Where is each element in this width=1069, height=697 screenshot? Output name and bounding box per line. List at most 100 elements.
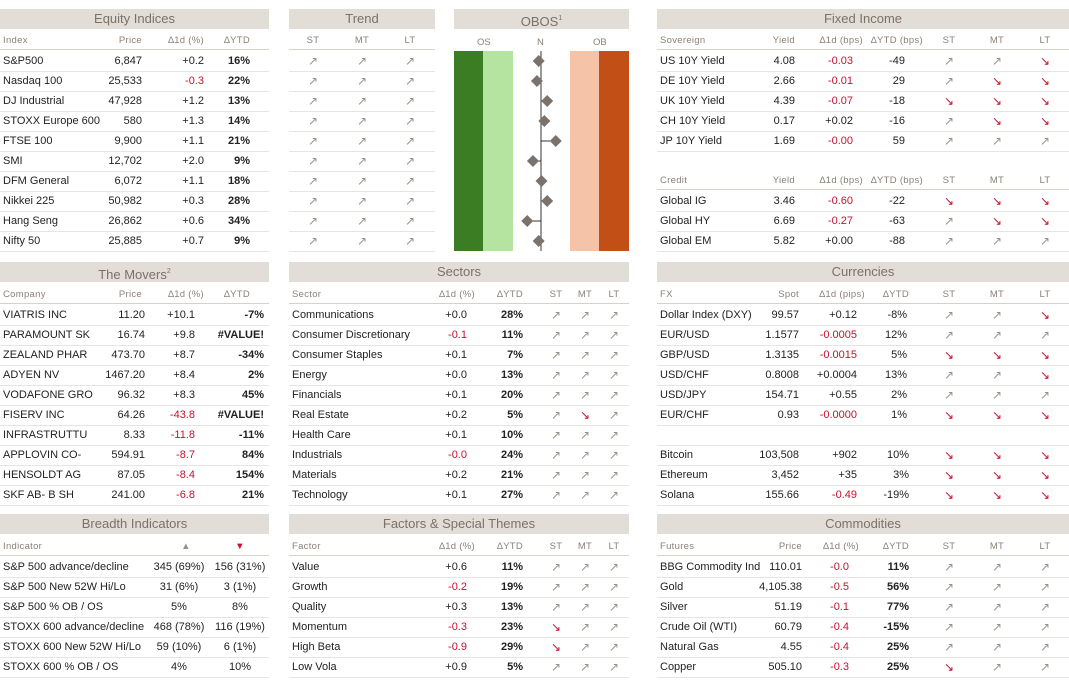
factor-row[interactable]: Momentum -0.3 23% ↘ ↗ ↗	[289, 617, 629, 638]
obos-label-n: N	[537, 37, 544, 48]
sectors-row[interactable]: Energy +0.0 13% ↗ ↗ ↗	[289, 365, 629, 386]
equity-row[interactable]: Nikkei 225 50,982 +0.3 28%	[0, 191, 269, 212]
movers-ytd: -11%	[238, 429, 264, 441]
commodities-header: Commodities	[657, 514, 1069, 534]
movers-row[interactable]: APPLOVIN CO- 594.91 -8.7 84%	[0, 445, 269, 466]
movers-row[interactable]: HENSOLDT AG 87.05 -8.4 154%	[0, 465, 269, 486]
factors-col-4: MT	[577, 541, 593, 552]
commodity-row[interactable]: BBG Commodity Ind 110.01 -0.0 11% ↗ ↗ ↗	[657, 557, 1069, 578]
currency-row[interactable]: GBP/USD 1.3135 -0.0015 5% ↘ ↘ ↘	[657, 345, 1069, 366]
trend-col-0: ST	[306, 35, 320, 46]
equity-row[interactable]: FTSE 100 9,900 +1.1 21%	[0, 131, 269, 152]
trend-st-icon: ↗	[307, 154, 319, 168]
factor-row[interactable]: Low Vola +0.9 5% ↗ ↗ ↗	[289, 657, 629, 678]
sovereign-row[interactable]: CH 10Y Yield 0.17 +0.02 -16 ↗ ↘ ↘	[657, 111, 1069, 132]
equity-row[interactable]: Hang Seng 26,862 +0.6 34%	[0, 211, 269, 232]
equity-price: 12,702	[108, 155, 142, 167]
credit-row[interactable]: Global EM 5.82 +0.00 -88 ↗ ↗ ↗	[657, 231, 1069, 252]
factor-row[interactable]: Value +0.6 11% ↗ ↗ ↗	[289, 557, 629, 578]
factor-row[interactable]: High Beta -0.9 29% ↘ ↗ ↗	[289, 637, 629, 658]
sector-change: +0.2	[445, 469, 467, 481]
sector-ytd: 24%	[500, 449, 523, 461]
sovereign-row[interactable]: JP 10Y Yield 1.69 -0.00 59 ↗ ↗ ↗	[657, 131, 1069, 152]
sectors-row[interactable]: Technology +0.1 27% ↗ ↗ ↗	[289, 485, 629, 506]
commodity-row[interactable]: Gold 4,105.38 -0.5 56% ↗ ↗ ↗	[657, 577, 1069, 598]
currency-row[interactable]: EUR/CHF 0.93 -0.0000 1% ↘ ↘ ↘	[657, 405, 1069, 426]
equity-row[interactable]: SMI 12,702 +2.0 9%	[0, 151, 269, 172]
factor-mt-icon: ↗	[579, 600, 591, 614]
equity-row[interactable]: DJ Industrial 47,928 +1.2 13%	[0, 91, 269, 112]
sovereign-row[interactable]: US 10Y Yield 4.08 -0.03 -49 ↗ ↗ ↘	[657, 51, 1069, 72]
trend-st-icon: ↗	[307, 114, 319, 128]
breadth-row[interactable]: S&P 500 % OB / OS 5% 8%	[0, 597, 269, 618]
currency-row[interactable]: Dollar Index (DXY) 99.57 +0.12 -8% ↗ ↗ ↘	[657, 305, 1069, 326]
credit-row[interactable]: Global HY 6.69 -0.27 -63 ↗ ↘ ↘	[657, 211, 1069, 232]
sector-ytd: 13%	[500, 369, 523, 381]
sovereign-change: +0.02	[825, 115, 853, 127]
equity-row[interactable]: S&P500 6,847 +0.2 16%	[0, 51, 269, 72]
movers-row[interactable]: FISERV INC 64.26 -43.8 #VALUE!	[0, 405, 269, 426]
breadth-row[interactable]: S&P 500 New 52W Hi/Lo 31 (6%) 3 (1%)	[0, 577, 269, 598]
crypto-row[interactable]: Bitcoin 103,508 +902 10% ↘ ↘ ↘	[657, 445, 1069, 466]
sectors-row[interactable]: Financials +0.1 20% ↗ ↗ ↗	[289, 385, 629, 406]
movers-row[interactable]: ZEALAND PHAR 473.70 +8.7 -34%	[0, 345, 269, 366]
sovereign-row[interactable]: DE 10Y Yield 2.66 -0.01 29 ↗ ↘ ↘	[657, 71, 1069, 92]
currencies-col-5: MT	[989, 289, 1005, 300]
factor-row[interactable]: Growth -0.2 19% ↗ ↗ ↗	[289, 577, 629, 598]
commodity-row[interactable]: Crude Oil (WTI) 60.79 -0.4 -15% ↗ ↗ ↗	[657, 617, 1069, 638]
currency-name: EUR/CHF	[660, 409, 709, 421]
sector-mt-icon: ↗	[579, 388, 591, 402]
sector-mt-icon: ↗	[579, 328, 591, 342]
movers-row[interactable]: ADYEN NV 1467.20 +8.4 2%	[0, 365, 269, 386]
movers-row[interactable]: SKF AB- B SH 241.00 -6.8 21%	[0, 485, 269, 506]
sectors-row[interactable]: Real Estate +0.2 5% ↗ ↘ ↗	[289, 405, 629, 426]
obos-marker	[541, 95, 554, 107]
obos-label-os: OS	[477, 37, 491, 48]
currency-row[interactable]: USD/JPY 154.71 +0.55 2% ↗ ↗ ↗	[657, 385, 1069, 406]
breadth-row[interactable]: STOXX 600 New 52W Hi/Lo 59 (10%) 6 (1%)	[0, 637, 269, 658]
breadth-row[interactable]: STOXX 600 advance/decline 468 (78%) 116 (1…	[0, 617, 269, 638]
factor-row[interactable]: Quality +0.3 13% ↗ ↗ ↗	[289, 597, 629, 618]
equity-row[interactable]: DFM General 6,072 +1.1 18%	[0, 171, 269, 192]
equity-change: +0.2	[182, 55, 204, 67]
breadth-row[interactable]: S&P 500 advance/decline 345 (69%) 156 (31%…	[0, 557, 269, 578]
sectors-row[interactable]: Materials +0.2 21% ↗ ↗ ↗	[289, 465, 629, 486]
currency-row[interactable]: EUR/USD 1.1577 -0.0005 12% ↗ ↗ ↗	[657, 325, 1069, 346]
equity-row[interactable]: STOXX Europe 600 580 +1.3 14%	[0, 111, 269, 132]
equity-ytd: 28%	[227, 195, 250, 207]
sectors-row[interactable]: Consumer Staples +0.1 7% ↗ ↗ ↗	[289, 345, 629, 366]
sector-st-icon: ↗	[550, 408, 562, 422]
credit-yield: 5.82	[773, 235, 795, 247]
crypto-row[interactable]: Solana 155.66 -0.49 -19% ↘ ↘ ↘	[657, 485, 1069, 506]
movers-row[interactable]: VIATRIS INC 11.20 +10.1 -7%	[0, 305, 269, 326]
sector-lt-icon: ↗	[608, 388, 620, 402]
credit-st-icon: ↗	[943, 214, 955, 228]
commodity-st-icon: ↗	[943, 600, 955, 614]
sectors-row[interactable]: Health Care +0.1 10% ↗ ↗ ↗	[289, 425, 629, 446]
commodity-row[interactable]: Natural Gas 4.55 -0.4 25% ↗ ↗ ↗	[657, 637, 1069, 658]
commodity-price: 51.19	[774, 601, 802, 613]
equity-row[interactable]: Nasdaq 100 25,533 -0.3 22%	[0, 71, 269, 92]
currency-change: +0.0004	[816, 369, 857, 381]
sectors-row[interactable]: Industrials -0.0 24% ↗ ↗ ↗	[289, 445, 629, 466]
sectors-row[interactable]: Communications +0.0 28% ↗ ↗ ↗	[289, 305, 629, 326]
sovereign-row[interactable]: UK 10Y Yield 4.39 -0.07 -18 ↘ ↘ ↘	[657, 91, 1069, 112]
crypto-row[interactable]: Ethereum 3,452 +35 3% ↘ ↘ ↘	[657, 465, 1069, 486]
sectors-row[interactable]: Consumer Discretionary -0.1 11% ↗ ↗ ↗	[289, 325, 629, 346]
commodity-row[interactable]: Silver 51.19 -0.1 77% ↗ ↗ ↗	[657, 597, 1069, 618]
equity-row[interactable]: Nifty 50 25,885 +0.7 9%	[0, 231, 269, 252]
breadth-row[interactable]: STOXX 600 % OB / OS 4% 10%	[0, 657, 269, 678]
trend-st-icon: ↗	[307, 194, 319, 208]
sovereign-column-headers: Sovereign Yield ∆1d (bps) ∆YTD (bps) ST MT LT	[657, 33, 1069, 50]
commodity-row[interactable]: Copper 505.10 -0.3 25% ↘ ↗ ↗	[657, 657, 1069, 678]
movers-row[interactable]: INFRASTRUTTU 8.33 -11.8 -11%	[0, 425, 269, 446]
currency-row[interactable]: USD/CHF 0.8008 +0.0004 13% ↗ ↗ ↘	[657, 365, 1069, 386]
sector-name: Consumer Discretionary	[292, 329, 410, 341]
equity-indices-header-text: Equity Indices	[94, 11, 175, 26]
movers-row[interactable]: PARAMOUNT SK 16.74 +9.8 #VALUE!	[0, 325, 269, 346]
movers-ytd: 2%	[248, 369, 264, 381]
movers-ytd: -7%	[244, 309, 264, 321]
credit-row[interactable]: Global IG 3.46 -0.60 -22 ↘ ↘ ↘	[657, 191, 1069, 212]
credit-lt-icon: ↘	[1039, 194, 1051, 208]
movers-row[interactable]: VODAFONE GRO 96.32 +8.3 45%	[0, 385, 269, 406]
